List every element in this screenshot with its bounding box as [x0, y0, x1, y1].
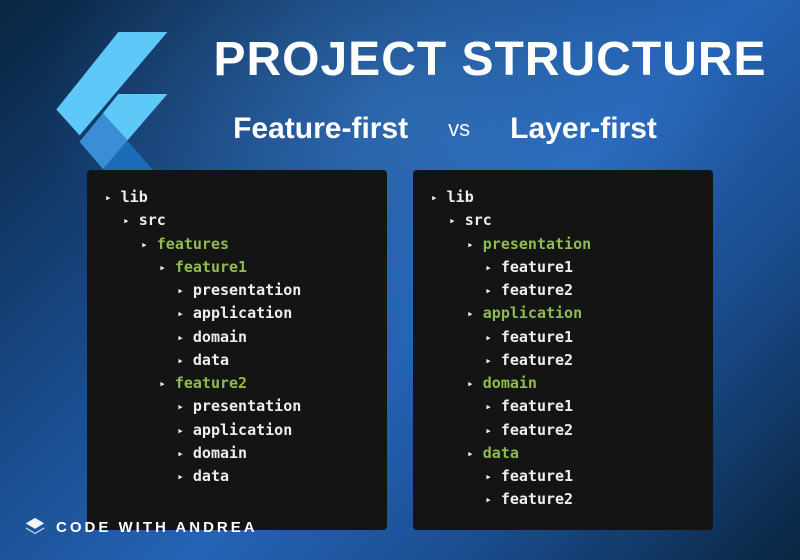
tree-row: ▸ feature1 — [431, 395, 693, 418]
tree-row: ▸ feature2 — [431, 488, 693, 511]
tree-row: ▸ application — [105, 302, 367, 325]
brand-footer: CODE WITH ANDREA — [24, 516, 258, 538]
tree-row: ▸ feature1 — [431, 465, 693, 488]
tree-row: ▸ src — [105, 209, 367, 232]
tree-row: ▸ features — [105, 233, 367, 256]
tree-row: ▸ domain — [105, 442, 367, 465]
tree-row: ▸ lib — [105, 186, 367, 209]
vs-label: vs — [448, 116, 470, 142]
flutter-logo-icon — [38, 32, 178, 187]
tree-row: ▸ feature2 — [431, 279, 693, 302]
tree-row: ▸ feature1 — [431, 326, 693, 349]
page-title: PROJECT STRUCTURE — [210, 32, 770, 87]
tree-row: ▸ application — [431, 302, 693, 325]
tree-row: ▸ presentation — [105, 395, 367, 418]
subtitle-left: Feature-first — [233, 112, 408, 146]
tree-panel-feature-first: ▸ lib ▸ src ▸ features ▸ feature1 ▸ pres… — [87, 170, 387, 530]
tree-row: ▸ feature2 — [431, 349, 693, 372]
tree-row: ▸ presentation — [105, 279, 367, 302]
brand-logo-icon — [24, 516, 46, 538]
tree-row: ▸ data — [431, 442, 693, 465]
tree-row: ▸ domain — [431, 372, 693, 395]
tree-row: ▸ feature1 — [105, 256, 367, 279]
tree-row: ▸ presentation — [431, 233, 693, 256]
tree-row: ▸ feature2 — [105, 372, 367, 395]
tree-row: ▸ src — [431, 209, 693, 232]
tree-panel-layer-first: ▸ lib ▸ src ▸ presentation ▸ feature1 ▸ … — [413, 170, 713, 530]
tree-row: ▸ lib — [431, 186, 693, 209]
subtitle-row: Feature-first vs Layer-first — [0, 112, 800, 146]
tree-row: ▸ application — [105, 419, 367, 442]
tree-row: ▸ feature2 — [431, 419, 693, 442]
tree-row: ▸ data — [105, 349, 367, 372]
tree-row: ▸ data — [105, 465, 367, 488]
tree-row: ▸ domain — [105, 326, 367, 349]
brand-text: CODE WITH ANDREA — [56, 519, 258, 536]
tree-row: ▸ feature1 — [431, 256, 693, 279]
subtitle-right: Layer-first — [510, 112, 657, 146]
